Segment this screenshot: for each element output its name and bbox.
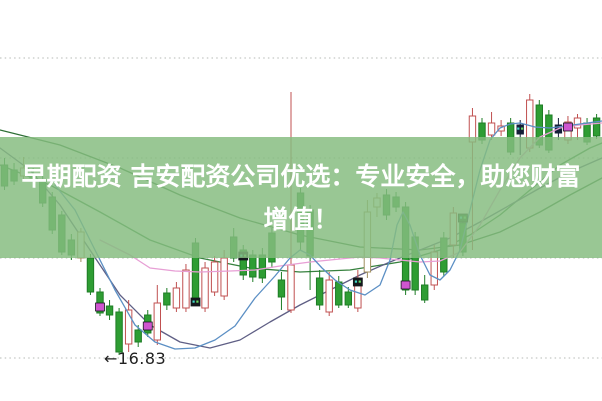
candle-body [96, 291, 104, 314]
candle-body [421, 284, 429, 301]
candle-body [277, 279, 286, 298]
candle-body [86, 257, 95, 293]
candle-body [105, 305, 114, 316]
signal-marker-black [190, 297, 201, 307]
marker-dot-cyan [192, 300, 195, 303]
signal-marker-magenta [95, 302, 105, 312]
candle-body [172, 287, 181, 309]
ma-blue [54, 120, 602, 350]
candle-body [258, 254, 267, 279]
candle-body [163, 292, 171, 306]
signal-marker-magenta [400, 280, 411, 290]
candle-body [516, 124, 524, 135]
promo-banner-line2: 增值！ [263, 204, 339, 234]
candle-body [115, 311, 123, 353]
candle-body [487, 122, 496, 136]
candle-body [335, 281, 343, 306]
candle-body [592, 117, 601, 137]
low-price-annotation: ←16.83 [104, 349, 167, 368]
marker-dot-green [358, 280, 361, 283]
candle-body [249, 254, 257, 278]
candle-body [344, 291, 353, 306]
candle-body [124, 309, 133, 345]
marker-dot-cyan [517, 127, 520, 130]
candle-body [153, 302, 162, 341]
candle-body [287, 264, 295, 311]
candle-body [134, 329, 142, 343]
marker-dot-green [521, 127, 524, 130]
candle-body [220, 257, 228, 297]
candle-body [182, 269, 190, 309]
candle-body [325, 279, 333, 313]
promo-banner: 早期配资 吉安配资公司优选：专业安全，助您财富 增值！ [0, 137, 602, 258]
signal-marker-black [352, 277, 363, 287]
candle-body [201, 267, 209, 309]
candle-body [210, 261, 219, 293]
marker-dot-cyan [354, 280, 358, 283]
candle-body [315, 277, 324, 306]
signal-marker-magenta [142, 321, 153, 331]
promo-banner-line1: 早期配资 吉安配资公司优选：专业安全，助您财富 [21, 161, 581, 191]
marker-dot-green [196, 300, 199, 303]
candle-body [497, 125, 505, 132]
candle-body [573, 117, 582, 129]
signal-marker-magenta [563, 122, 573, 132]
